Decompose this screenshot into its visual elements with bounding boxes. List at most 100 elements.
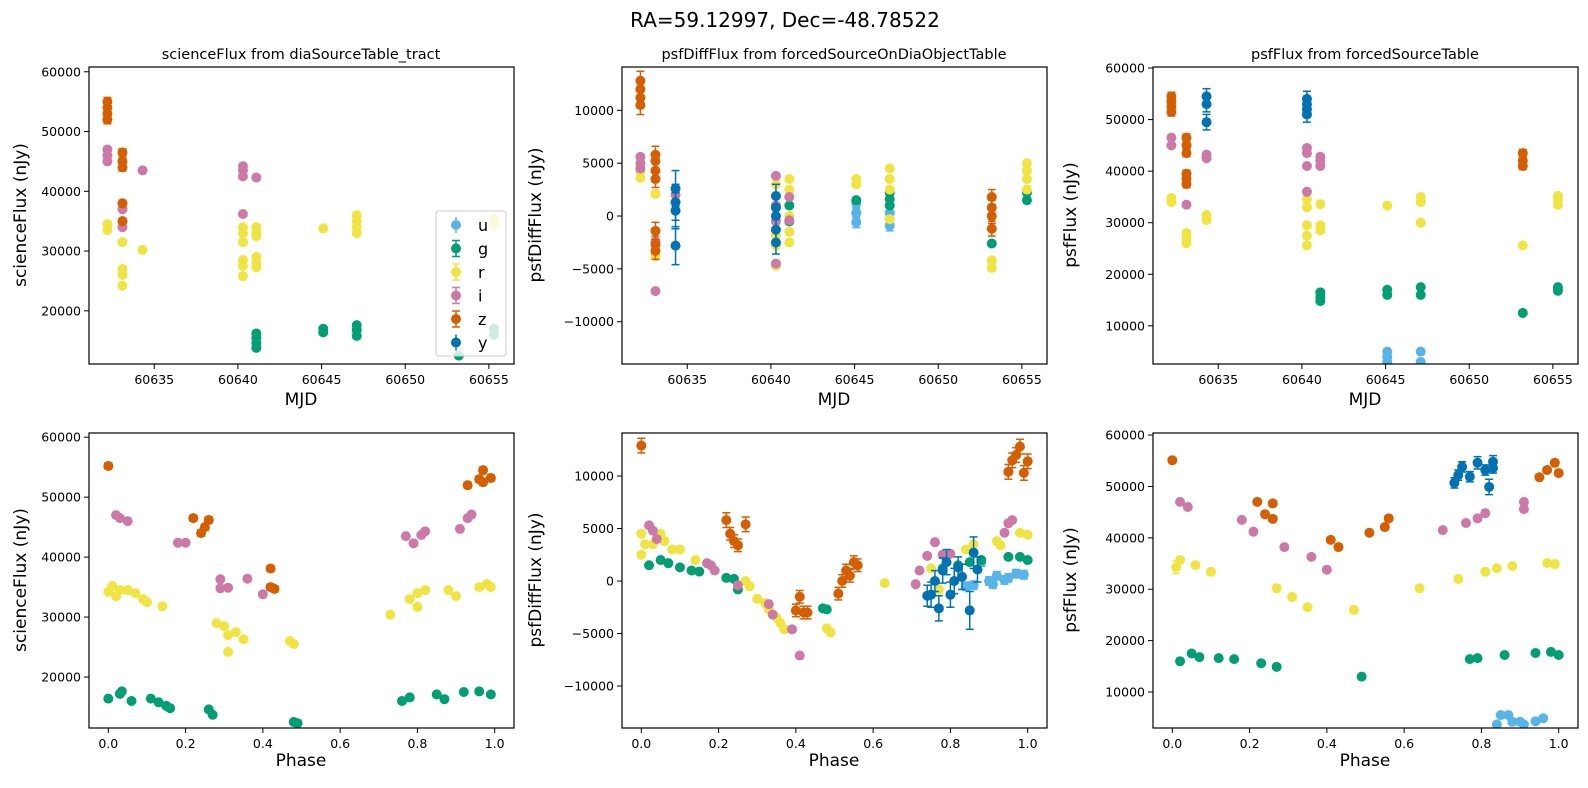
- data-point-r: [1301, 202, 1312, 213]
- data-point-g: [431, 689, 442, 700]
- y-tick-label: 50000: [1105, 112, 1145, 127]
- data-point-z: [1517, 155, 1528, 166]
- data-point-z: [1018, 467, 1029, 478]
- data-point-z: [265, 563, 276, 574]
- data-point-g: [251, 328, 262, 339]
- data-point-r: [404, 594, 415, 605]
- data-point-r: [117, 237, 128, 248]
- x-tick-label: 0.4: [253, 736, 273, 751]
- data-point-g: [821, 604, 832, 615]
- data-point-i: [635, 151, 646, 162]
- data-point-r: [884, 163, 895, 174]
- data-point-u: [987, 579, 998, 590]
- data-point-r: [1190, 560, 1201, 571]
- data-point-r: [412, 601, 423, 612]
- data-point-g: [1213, 653, 1224, 664]
- data-point-z: [1181, 168, 1192, 179]
- axes-frame: [88, 66, 515, 365]
- series-i: [111, 509, 477, 600]
- y-axis-label: scienceFlux (nJy): [11, 143, 31, 287]
- plot-area: [103, 460, 496, 728]
- data-point-r: [1175, 554, 1186, 565]
- data-point-r: [1014, 527, 1025, 538]
- data-point-i: [408, 538, 419, 549]
- legend-label: z: [478, 310, 486, 329]
- data-point-i: [180, 537, 191, 548]
- x-axis-label: MJD: [1349, 390, 1382, 410]
- y-tick-label: 5000: [582, 156, 614, 171]
- data-point-r: [114, 585, 125, 596]
- data-point-r: [640, 539, 651, 550]
- data-point-g: [1186, 648, 1197, 659]
- data-point-z: [1325, 534, 1336, 545]
- legend-item-u: u: [451, 216, 488, 235]
- x-tick-label: 60655: [1533, 372, 1573, 387]
- data-point-z: [986, 192, 997, 203]
- data-point-i: [400, 531, 411, 542]
- data-point-g: [292, 718, 303, 728]
- data-point-i: [1166, 132, 1177, 143]
- data-point-y: [1301, 93, 1312, 104]
- data-point-g: [686, 565, 697, 576]
- x-tick-label: 60650: [1449, 372, 1489, 387]
- data-point-r: [1348, 604, 1359, 615]
- data-point-y: [1472, 457, 1483, 468]
- legend-label: i: [478, 287, 482, 306]
- data-point-g: [1472, 653, 1483, 664]
- plot-area: [636, 437, 1033, 661]
- data-point-z: [1534, 472, 1545, 483]
- data-point-y: [945, 589, 956, 600]
- legend-label: r: [478, 263, 485, 282]
- data-point-g: [1356, 671, 1367, 682]
- data-point-i: [1518, 504, 1529, 515]
- data-point-r: [288, 639, 299, 650]
- data-point-i: [1182, 502, 1193, 513]
- data-point-r: [825, 627, 836, 638]
- data-point-i: [647, 525, 658, 536]
- legend-item-r: r: [451, 263, 485, 282]
- data-point-g: [663, 558, 674, 569]
- data-point-u: [1415, 356, 1426, 364]
- data-point-g: [1022, 555, 1033, 566]
- data-point-g: [1552, 282, 1563, 293]
- data-point-i: [784, 192, 795, 203]
- data-point-r: [223, 646, 234, 657]
- data-point-i: [794, 650, 805, 661]
- x-tick-label: 60640: [751, 372, 791, 387]
- x-tick-label: 0.6: [330, 736, 350, 751]
- y-tick-label: 50000: [41, 124, 81, 139]
- data-point-r: [744, 581, 755, 592]
- data-point-z: [1267, 498, 1278, 509]
- data-point-g: [655, 555, 666, 566]
- data-point-u: [1018, 569, 1029, 580]
- data-point-i: [651, 534, 662, 545]
- plot-area: [1167, 454, 1564, 728]
- data-point-y: [1484, 481, 1495, 492]
- data-point-g: [207, 709, 218, 720]
- y-tick-label: 10000: [574, 103, 614, 118]
- data-point-y: [1488, 462, 1498, 473]
- data-point-r: [219, 621, 230, 632]
- data-point-g: [986, 238, 997, 249]
- data-point-r: [1205, 566, 1216, 577]
- data-point-r: [884, 174, 895, 185]
- data-point-r: [1542, 558, 1553, 569]
- data-point-r: [1021, 184, 1032, 195]
- data-point-i: [945, 548, 956, 559]
- data-point-z: [1517, 148, 1528, 159]
- x-tick-label: 60640: [218, 372, 258, 387]
- data-point-r: [443, 585, 454, 596]
- y-axis-label: scienceFlux (nJy): [11, 508, 31, 652]
- data-point-r: [237, 260, 248, 271]
- data-point-i: [784, 215, 795, 226]
- series-z: [103, 460, 496, 594]
- data-point-r: [851, 174, 862, 185]
- data-point-z: [837, 576, 848, 587]
- data-point-u: [1011, 568, 1022, 579]
- data-point-y: [670, 240, 681, 251]
- legend-item-z: z: [451, 310, 486, 329]
- data-point-y: [770, 224, 781, 235]
- data-point-g: [1003, 551, 1014, 562]
- data-point-g: [165, 703, 176, 714]
